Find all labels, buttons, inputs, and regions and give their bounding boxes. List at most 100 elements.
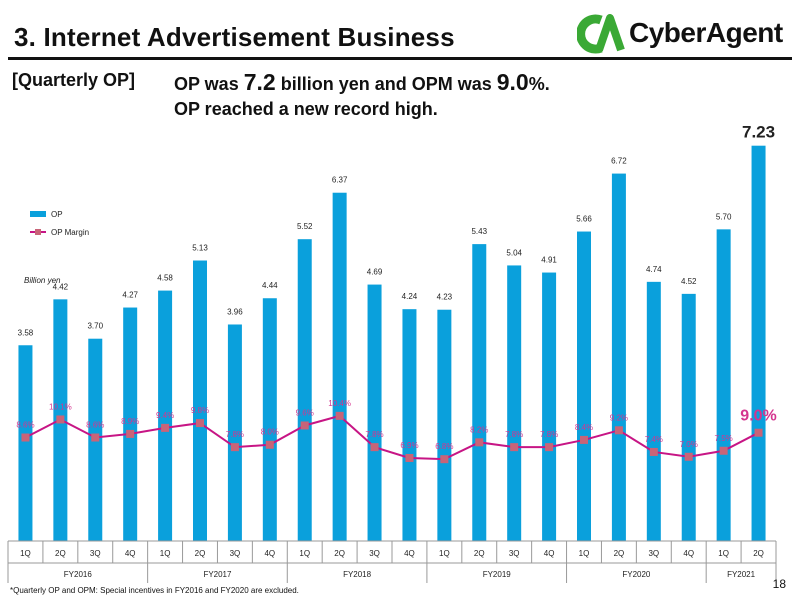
op-bar-label: 4.44 — [262, 281, 278, 290]
x-tick-label: 1Q — [160, 549, 171, 558]
x-group-label: FY2017 — [203, 570, 232, 579]
op-margin-point — [300, 421, 309, 430]
op-bar-label: 4.58 — [157, 274, 173, 283]
headline: OP was 7.2 billion yen and OPM was 9.0%.… — [174, 70, 550, 122]
op-bar-label: 7.23 — [742, 123, 775, 142]
op-margin-label: 7.8% — [505, 430, 523, 439]
op-margin-point — [21, 433, 30, 442]
op-bar — [681, 293, 696, 541]
footnote: *Quarterly OP and OPM: Special incentive… — [10, 586, 299, 595]
x-tick-label: 1Q — [718, 549, 729, 558]
x-tick-label: 3Q — [509, 549, 520, 558]
op-bar-label: 4.52 — [681, 277, 697, 286]
op-bar-label: 5.13 — [192, 244, 208, 253]
x-group-label: FY2018 — [343, 570, 372, 579]
x-tick-label: 4Q — [264, 549, 275, 558]
op-bar-label: 5.70 — [716, 212, 732, 221]
op-bar — [297, 239, 312, 542]
x-tick-label: 2Q — [55, 549, 66, 558]
op-margin-point — [510, 443, 519, 452]
op-bar-label: 4.74 — [646, 265, 662, 274]
op-margin-label: 8.6% — [86, 421, 104, 430]
headline-text: billion yen and OPM was — [275, 74, 497, 94]
op-bar — [193, 260, 207, 541]
op-bar — [611, 173, 626, 541]
section-label: [Quarterly OP] — [12, 70, 136, 90]
op-margin-point — [405, 453, 414, 462]
op-bar — [332, 192, 347, 541]
op-bar — [402, 309, 417, 541]
op-margin-point — [126, 429, 135, 438]
op-margin-label: 9.4% — [156, 411, 174, 420]
op-bar — [542, 272, 557, 541]
op-margin-label: 7.8% — [540, 430, 558, 439]
page-title: 3. Internet Advertisement Business — [14, 22, 455, 52]
op-margin-label: 7.0% — [680, 440, 698, 449]
op-margin-point — [580, 435, 588, 444]
op-bar — [716, 229, 731, 541]
legend-label-margin: OP Margin — [51, 228, 89, 237]
op-margin-label: 7.8% — [365, 430, 383, 439]
op-margin-label: 8.4% — [575, 423, 593, 432]
x-tick-label: 2Q — [614, 549, 625, 558]
x-tick-label: 3Q — [369, 549, 380, 558]
op-margin-label: 9.8% — [191, 406, 209, 415]
x-group-label: FY2021 — [727, 570, 756, 579]
headline-opm-value: 9.0 — [496, 69, 529, 95]
x-tick-label: 1Q — [579, 549, 590, 558]
headline-text: OP was — [174, 74, 244, 94]
op-margin-label: 9.6% — [296, 408, 314, 417]
x-tick-label: 3Q — [648, 549, 659, 558]
op-margin-point — [196, 419, 204, 428]
op-bar-label: 5.04 — [506, 248, 522, 257]
legend-label-op: OP — [51, 210, 63, 219]
op-bar — [123, 307, 138, 541]
op-bar-label: 5.52 — [297, 222, 313, 231]
op-margin-point — [161, 423, 170, 432]
op-margin-point — [56, 415, 65, 424]
op-margin-point — [545, 443, 554, 452]
op-bar-label: 3.58 — [18, 328, 34, 337]
op-margin-label: 10.1% — [49, 402, 72, 411]
headline-op-value: 7.2 — [243, 69, 276, 95]
op-margin-point — [754, 428, 763, 437]
x-tick-label: 2Q — [195, 549, 206, 558]
op-bar-label: 4.24 — [402, 292, 418, 301]
x-tick-label: 3Q — [230, 549, 241, 558]
op-margin-point — [91, 433, 100, 442]
x-group-label: FY2020 — [622, 570, 651, 579]
headline-text: %. — [528, 74, 550, 94]
op-margin-point — [440, 455, 449, 464]
op-bar-label: 5.66 — [576, 215, 592, 224]
op-margin-label: 6.9% — [400, 441, 418, 450]
op-bar — [437, 309, 452, 541]
legend-marker-margin — [35, 229, 41, 235]
op-margin-label: 7.8% — [226, 430, 244, 439]
x-tick-label: 4Q — [544, 549, 555, 558]
op-margin-point — [614, 426, 623, 435]
op-margin-label: 7.4% — [645, 435, 663, 444]
x-tick-label: 1Q — [299, 549, 310, 558]
op-margin-label: 8.0% — [261, 428, 279, 437]
logo-mark-icon — [576, 14, 625, 54]
op-margin-label: 8.9% — [121, 417, 139, 426]
op-margin-label: 8.6% — [16, 421, 34, 430]
x-group-label: FY2019 — [483, 570, 512, 579]
x-tick-label: 4Q — [125, 549, 136, 558]
op-bar-label: 4.91 — [541, 256, 557, 265]
op-bar-label: 5.43 — [471, 227, 487, 236]
x-group-label: FY2016 — [64, 570, 93, 579]
x-tick-label: 3Q — [90, 549, 101, 558]
page-number: 18 — [772, 577, 786, 591]
op-margin-label: 9.0% — [740, 408, 776, 425]
title-divider — [8, 57, 792, 60]
op-margin-point — [230, 443, 239, 452]
op-margin-point — [335, 411, 344, 420]
op-bar — [577, 231, 591, 541]
op-bar — [158, 290, 173, 541]
legend-swatch-op — [30, 211, 46, 217]
unit-label: Billion yen — [24, 276, 61, 285]
op-margin-point — [370, 443, 379, 452]
x-tick-label: 4Q — [404, 549, 415, 558]
op-margin-label: 10.4% — [328, 399, 351, 408]
